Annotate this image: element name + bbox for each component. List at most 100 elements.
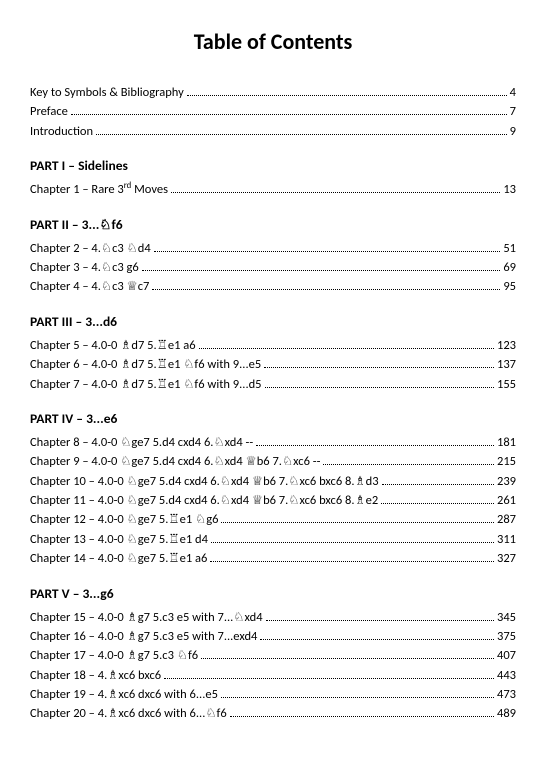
toc-row-chapter: Chapter 8 – 4.0-0 ♘ge7 5.d4 cxd4 6.♘xd4 … xyxy=(30,433,516,452)
toc-leader xyxy=(211,532,494,543)
toc-label: Chapter 13 – 4.0-0 ♘ge7 5.♖e1 d4 xyxy=(30,530,208,549)
toc-row-front: Introduction 9 xyxy=(30,122,516,141)
toc-page-number: 69 xyxy=(503,258,516,277)
toc-label: Chapter 18 – 4.♗xc6 bxc6 xyxy=(30,666,161,685)
toc-page-number: 4 xyxy=(510,83,516,102)
toc-row-chapter: Chapter 7 – 4.0-0 ♗d7 5.♖e1 ♘f6 with 9..… xyxy=(30,375,516,394)
toc-label: Chapter 2 – 4.♘c3 ♘d4 xyxy=(30,239,151,258)
toc-leader xyxy=(381,493,494,504)
parts-container: PART I – Sidelines Chapter 1 – Rare 3rd M… xyxy=(30,157,516,724)
toc-page-number: 95 xyxy=(503,277,516,296)
toc-page-number: 407 xyxy=(497,646,516,665)
part-heading: PART IV – 3...e6 xyxy=(30,410,516,427)
part-heading: PART II – 3...♘f6 xyxy=(30,216,516,233)
toc-page-number: 261 xyxy=(497,491,516,510)
toc-label: Chapter 11 – 4.0-0 ♘ge7 5.d4 cxd4 6.♘xd4… xyxy=(30,491,378,510)
toc-row-chapter: Chapter 11 – 4.0-0 ♘ge7 5.d4 cxd4 6.♘xd4… xyxy=(30,491,516,510)
part-heading: PART V – 3...g6 xyxy=(30,585,516,602)
toc-page-number: 13 xyxy=(503,180,516,199)
toc-leader xyxy=(154,241,501,252)
toc-label: Chapter 16 – 4.0-0 ♗g7 5.c3 e5 with 7...… xyxy=(30,627,257,646)
toc-label: Chapter 10 – 4.0-0 ♘ge7 5.d4 cxd4 6.♘xd4… xyxy=(30,472,379,491)
toc-label: Chapter 19 – 4.♗xc6 dxc6 with 6...e5 xyxy=(30,685,218,704)
toc-label: Chapter 1 – Rare 3rd Moves xyxy=(30,180,168,200)
toc-leader xyxy=(96,124,507,135)
toc-page-number: 9 xyxy=(510,122,516,141)
toc-page-number: 7 xyxy=(510,102,516,121)
toc-leader xyxy=(256,435,494,446)
part-section: Chapter 15 – 4.0-0 ♗g7 5.c3 e5 with 7...… xyxy=(30,608,516,724)
toc-page-number: 345 xyxy=(497,608,516,627)
toc-row-chapter: Chapter 20 – 4.♗xc6 dxc6 with 6...♘f6 48… xyxy=(30,704,516,723)
toc-leader xyxy=(71,104,507,115)
toc-page-number: 51 xyxy=(503,239,516,258)
toc-page-number: 311 xyxy=(497,530,516,549)
toc-label: Chapter 14 – 4.0-0 ♘ge7 5.♖e1 a6 xyxy=(30,549,207,568)
toc-label: Chapter 15 – 4.0-0 ♗g7 5.c3 e5 with 7...… xyxy=(30,608,263,627)
toc-page-number: 215 xyxy=(497,452,516,471)
toc-page-number: 443 xyxy=(497,666,516,685)
toc-page-number: 239 xyxy=(497,472,516,491)
toc-row-chapter: Chapter 3 – 4.♘c3 g6 69 xyxy=(30,258,516,277)
part-heading: PART I – Sidelines xyxy=(30,157,516,174)
toc-label: Chapter 17 – 4.0-0 ♗g7 5.c3 ♘f6 xyxy=(30,646,198,665)
toc-page-number: 123 xyxy=(497,336,516,355)
toc-leader xyxy=(264,357,494,368)
toc-page: Table of Contents Key to Symbols & Bibli… xyxy=(0,0,546,770)
toc-leader xyxy=(382,474,494,485)
toc-row-chapter: Chapter 12 – 4.0-0 ♘ge7 5.♖e1 ♘g6 287 xyxy=(30,510,516,529)
toc-row-chapter: Chapter 13 – 4.0-0 ♘ge7 5.♖e1 d4 311 xyxy=(30,530,516,549)
toc-leader xyxy=(323,454,494,465)
page-title: Table of Contents xyxy=(30,28,516,55)
toc-leader xyxy=(221,687,494,698)
toc-page-number: 287 xyxy=(497,510,516,529)
toc-row-front: Key to Symbols & Bibliography 4 xyxy=(30,83,516,102)
toc-row-chapter: Chapter 2 – 4.♘c3 ♘d4 51 xyxy=(30,239,516,258)
toc-page-number: 489 xyxy=(497,704,516,723)
toc-leader xyxy=(265,377,494,388)
toc-leader xyxy=(201,648,494,659)
front-matter: Key to Symbols & Bibliography 4Preface 7… xyxy=(30,83,516,141)
part-section: Chapter 2 – 4.♘c3 ♘d4 51Chapter 3 – 4.♘c… xyxy=(30,239,516,297)
toc-label: Chapter 9 – 4.0-0 ♘ge7 5.d4 cxd4 6.♘xd4 … xyxy=(30,452,320,471)
part-section: Chapter 5 – 4.0-0 ♗d7 5.♖e1 a6 123Chapte… xyxy=(30,336,516,394)
toc-leader xyxy=(171,182,500,193)
toc-leader xyxy=(260,629,494,640)
toc-leader xyxy=(266,610,494,621)
toc-row-chapter: Chapter 1 – Rare 3rd Moves 13 xyxy=(30,180,516,200)
toc-label: Chapter 5 – 4.0-0 ♗d7 5.♖e1 a6 xyxy=(30,336,196,355)
toc-page-number: 137 xyxy=(497,355,516,374)
toc-leader xyxy=(142,260,501,271)
toc-label: Chapter 6 – 4.0-0 ♗d7 5.♖e1 ♘f6 with 9..… xyxy=(30,355,261,374)
toc-row-chapter: Chapter 5 – 4.0-0 ♗d7 5.♖e1 a6 123 xyxy=(30,336,516,355)
toc-page-number: 181 xyxy=(497,433,516,452)
toc-label: Chapter 7 – 4.0-0 ♗d7 5.♖e1 ♘f6 with 9..… xyxy=(30,375,262,394)
toc-row-chapter: Chapter 10 – 4.0-0 ♘ge7 5.d4 cxd4 6.♘xd4… xyxy=(30,472,516,491)
toc-page-number: 327 xyxy=(497,549,516,568)
toc-row-chapter: Chapter 16 – 4.0-0 ♗g7 5.c3 e5 with 7...… xyxy=(30,627,516,646)
toc-page-number: 155 xyxy=(497,375,516,394)
toc-leader xyxy=(210,551,494,562)
toc-leader xyxy=(221,512,494,523)
toc-label: Chapter 8 – 4.0-0 ♘ge7 5.d4 cxd4 6.♘xd4 … xyxy=(30,433,253,452)
toc-row-chapter: Chapter 18 – 4.♗xc6 bxc6 443 xyxy=(30,666,516,685)
toc-label: Chapter 4 – 4.♘c3 ♕c7 xyxy=(30,277,149,296)
toc-label: Chapter 3 – 4.♘c3 g6 xyxy=(30,258,139,277)
part-heading: PART III – 3...d6 xyxy=(30,313,516,330)
toc-label: Preface xyxy=(30,102,68,121)
toc-page-number: 473 xyxy=(497,685,516,704)
toc-page-number: 375 xyxy=(497,627,516,646)
toc-label: Chapter 12 – 4.0-0 ♘ge7 5.♖e1 ♘g6 xyxy=(30,510,218,529)
toc-row-chapter: Chapter 6 – 4.0-0 ♗d7 5.♖e1 ♘f6 with 9..… xyxy=(30,355,516,374)
toc-label: Introduction xyxy=(30,122,93,141)
toc-label: Key to Symbols & Bibliography xyxy=(30,83,184,102)
toc-leader xyxy=(230,706,494,717)
part-section: Chapter 1 – Rare 3rd Moves 13 xyxy=(30,180,516,200)
toc-leader xyxy=(187,85,507,96)
toc-leader xyxy=(152,279,500,290)
toc-row-chapter: Chapter 19 – 4.♗xc6 dxc6 with 6...e5 473 xyxy=(30,685,516,704)
toc-leader xyxy=(199,338,494,349)
toc-label: Chapter 20 – 4.♗xc6 dxc6 with 6...♘f6 xyxy=(30,704,227,723)
toc-row-front: Preface 7 xyxy=(30,102,516,121)
toc-leader xyxy=(164,668,494,679)
